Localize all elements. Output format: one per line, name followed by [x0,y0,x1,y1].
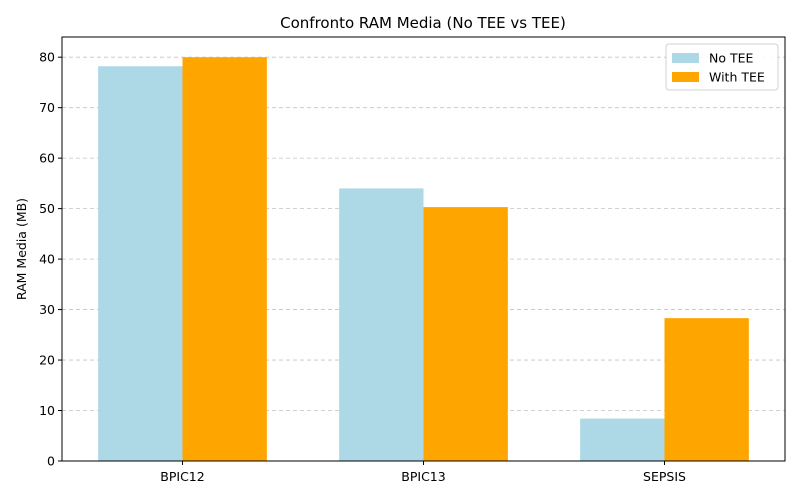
y-tick-label: 60 [39,151,55,166]
y-tick-label: 40 [39,252,55,267]
legend-swatch [672,72,699,82]
legend-label: No TEE [709,51,754,66]
y-axis-ticks: 0 10 20 30 40 50 60 70 80 [39,50,62,469]
y-tick-label: 30 [39,302,55,317]
bar-sepsis-with-tee [664,318,749,461]
x-tick-label: SEPSIS [643,469,686,484]
y-tick-label: 70 [39,100,55,115]
x-axis-ticks: BPIC12 BPIC13 SEPSIS [160,461,686,484]
chart-title: Confronto RAM Media (No TEE vs TEE) [280,14,566,32]
y-axis-label: RAM Media (MB) [14,198,29,300]
bars-group [98,57,749,462]
plot-frame [61,36,786,462]
x-tick-label: BPIC12 [160,469,204,484]
y-tick-label: 10 [39,403,55,418]
legend-swatch [672,53,699,63]
legend-label: With TEE [709,70,765,85]
bar-sepsis-no-tee [580,418,665,461]
y-tick-label: 80 [39,50,55,65]
bar-bpic12-with-tee [182,57,267,461]
bar-bpic13-with-tee [423,207,508,461]
bar-bpic12-no-tee [98,66,183,462]
x-tick-label: BPIC13 [401,469,445,484]
bar-bpic13-no-tee [339,188,424,461]
legend: No TEE With TEE [665,43,779,91]
y-tick-label: 0 [47,454,55,469]
y-tick-label: 20 [39,353,55,368]
y-tick-label: 50 [39,201,55,216]
